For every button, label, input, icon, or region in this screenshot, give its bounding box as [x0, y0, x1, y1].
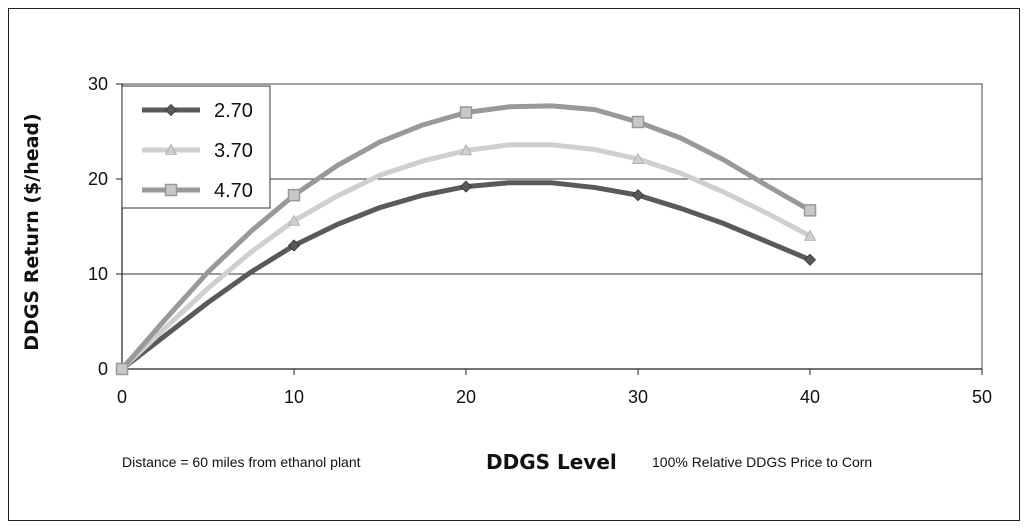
- data-point-marker: [803, 204, 817, 217]
- data-point-marker: [631, 115, 645, 129]
- data-point-marker: [287, 188, 301, 202]
- y-tick-label: 20: [88, 169, 108, 189]
- series-2.70: [115, 180, 817, 376]
- y-tick-label: 10: [88, 264, 108, 284]
- tick-labels: 0 10 20 30 40 50 0 10 20 30: [88, 74, 992, 407]
- data-point-marker: [803, 253, 817, 266]
- legend-item-2.70: 2.70: [142, 100, 253, 122]
- legend-label: 4.70: [214, 180, 253, 202]
- data-point-marker: [631, 189, 645, 202]
- legend-swatch-marker: [164, 183, 178, 197]
- data-point-marker: [287, 239, 301, 252]
- x-tick-label: 30: [628, 387, 648, 407]
- x-tick-label: 0: [117, 387, 127, 407]
- data-point-marker: [459, 180, 473, 193]
- series-4.70: [115, 103, 817, 376]
- data-point-marker: [631, 152, 645, 164]
- legend: 2.70 3.70 4.70: [121, 85, 271, 209]
- y-tick-label: 0: [98, 359, 108, 379]
- note-left: Distance = 60 miles from ethanol plant: [122, 454, 361, 470]
- data-point-marker: [459, 144, 473, 156]
- y-tick-label: 30: [88, 74, 108, 94]
- data-point-marker: [803, 229, 817, 241]
- data-point-marker: [459, 106, 473, 119]
- data-point-marker: [287, 214, 301, 226]
- chart-frame: [8, 8, 1020, 521]
- data-point-marker: [115, 362, 129, 376]
- x-tick-label: 20: [456, 387, 476, 407]
- legend-label: 3.70: [214, 140, 253, 162]
- y-axis-label: DDGS Return ($/head): [21, 113, 43, 350]
- legend-swatch-marker: [164, 103, 178, 117]
- legend-swatch-marker: [164, 143, 178, 155]
- x-axis-label: DDGS Level: [486, 450, 617, 474]
- note-right: 100% Relative DDGS Price to Corn: [652, 454, 872, 470]
- x-tick-label: 50: [972, 387, 992, 407]
- series-layer: [115, 103, 817, 376]
- legend-item-3.70: 3.70: [142, 140, 253, 162]
- x-tick-label: 40: [800, 387, 820, 407]
- legend-label: 2.70: [214, 100, 253, 122]
- x-tick-label: 10: [284, 387, 304, 407]
- legend-item-4.70: 4.70: [142, 180, 253, 202]
